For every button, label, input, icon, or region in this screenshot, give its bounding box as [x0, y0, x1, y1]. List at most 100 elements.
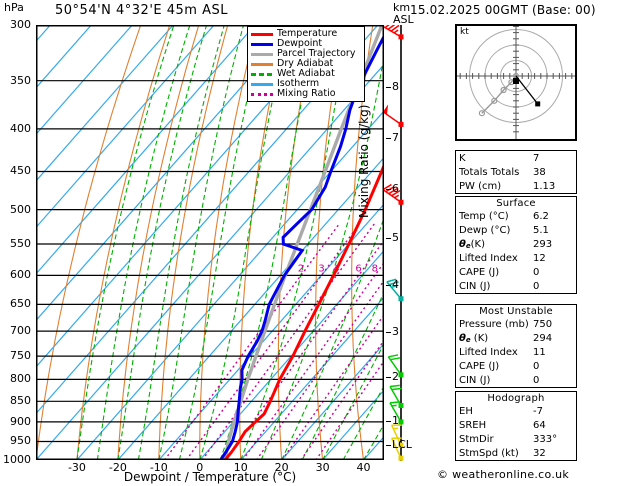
legend-item: Isotherm — [251, 79, 362, 89]
temperature-axis: -30 -20 -10 0 10 20 30 40 — [36, 461, 384, 475]
wind-barb — [389, 401, 404, 425]
data-row: Dewp (°C) 5.1 — [456, 223, 576, 237]
legend-item: Dewpoint — [251, 39, 362, 49]
data-row-key: CIN (J) — [459, 280, 491, 292]
legend-label: Wet Adiabat — [277, 68, 335, 79]
data-row-key: Pressure (mb) — [459, 318, 529, 330]
legend-swatch — [251, 82, 273, 86]
temperature-tick-label: 10 — [233, 461, 248, 474]
data-row: CIN (J) 0 — [456, 373, 576, 387]
height-tick-label: 8 — [392, 79, 399, 93]
data-row-key: CAPE (J) — [459, 266, 500, 278]
legend-swatch — [251, 92, 273, 96]
data-row-value: 0 — [533, 266, 540, 278]
height-axis-unit-asl: ASL — [393, 13, 414, 26]
height-tick — [386, 237, 391, 239]
data-row-key: EH — [459, 405, 473, 417]
height-axis-unit: km — [393, 1, 411, 14]
svg-text:6: 6 — [355, 263, 361, 274]
data-row-value: 0 — [533, 374, 540, 386]
date-title: 15.02.2025 00GMT (Base: 00) — [410, 3, 596, 17]
wind-barb — [384, 104, 404, 127]
data-row: CIN (J) 0 — [456, 279, 576, 293]
height-tick-label: 3 — [392, 324, 399, 338]
temperature-tick-label: 40 — [356, 461, 371, 474]
hodograph-plot — [457, 19, 575, 139]
height-tick-label: 7 — [392, 131, 399, 145]
temperature-tick-label: 30 — [315, 461, 330, 474]
height-tick — [386, 188, 391, 190]
height-tick — [386, 138, 391, 140]
hodograph-panel: kt — [455, 19, 577, 141]
svg-text:3: 3 — [318, 263, 324, 274]
data-row-key: StmSpd (kt) — [459, 447, 519, 459]
temperature-tick-label: -20 — [108, 461, 127, 474]
data-row-value: 38 — [533, 166, 546, 178]
height-tick — [386, 285, 391, 287]
pressure-axis-unit: hPa — [4, 1, 24, 14]
data-row: CAPE (J) 0 — [456, 265, 576, 279]
isobar-lines — [36, 25, 384, 460]
legend: Temperature Dewpoint Parcel Trajectory Dry … — [247, 26, 365, 102]
data-row-key: θe (K) — [459, 332, 489, 344]
hodograph-unit-label: kt — [460, 27, 469, 37]
data-row-value: 294 — [533, 332, 553, 344]
legend-swatch — [251, 52, 273, 56]
data-row-key: Lifted Index — [459, 346, 518, 358]
data-row-value: 750 — [533, 318, 553, 330]
legend-label: Temperature — [277, 28, 338, 39]
data-row: Pressure (mb) 750 — [456, 317, 576, 331]
lcl-tick — [386, 445, 391, 447]
svg-text:8: 8 — [372, 263, 378, 274]
data-row-value: 32 — [533, 447, 546, 459]
height-tick — [386, 331, 391, 333]
pressure-tick-label: 800 — [10, 372, 31, 386]
data-row: Lifted Index 11 — [456, 345, 576, 359]
height-tick — [386, 421, 391, 423]
data-row: SREH 64 — [456, 418, 576, 432]
data-row-key: θe(K) — [459, 238, 485, 250]
data-row-value: 12 — [533, 252, 546, 264]
legend-item: Mixing Ratio — [251, 89, 362, 99]
data-row-value: 333° — [533, 433, 558, 445]
panel-heading: Most Unstable — [479, 306, 553, 317]
legend-label: Dry Adiabat — [277, 58, 334, 69]
pressure-tick-label: 500 — [10, 202, 31, 216]
height-axis: 1 2 3 4 5 6 7 8 LCL — [386, 25, 420, 461]
data-row-key: CIN (J) — [459, 374, 491, 386]
legend-swatch — [251, 72, 273, 76]
panel-heading: Hodograph — [487, 393, 545, 404]
legend-label: Mixing Ratio — [277, 88, 336, 99]
mixing-ratio-axis-label: Mixing Ratio (g/kg) — [357, 104, 371, 218]
x-axis-title: Dewpoint / Temperature (°C) — [123, 470, 297, 484]
height-tick-label: 1 — [392, 414, 399, 428]
most-unstable-panel: Most Unstable Pressure (mb) 750 θe (K) 294 Li… — [455, 304, 577, 388]
data-row: Temp (°C) 6.2 — [456, 209, 576, 223]
pressure-tick-label: 350 — [10, 73, 31, 87]
wind-barb — [384, 25, 404, 40]
data-row-value: 11 — [533, 346, 546, 358]
data-row-key: SREH — [459, 419, 487, 431]
height-tick — [386, 377, 391, 379]
data-row: θe(K) 293 — [456, 237, 576, 251]
dewpoint-curve — [219, 33, 384, 460]
svg-text:2: 2 — [298, 263, 304, 274]
data-row: Lifted Index 12 — [456, 251, 576, 265]
legend-swatch — [251, 32, 273, 36]
lcl-label: LCL — [392, 438, 412, 452]
data-row-value: 0 — [533, 360, 540, 372]
height-tick-label: 4 — [392, 278, 399, 292]
pressure-tick-label: 600 — [10, 268, 31, 282]
wind-barb — [391, 437, 404, 461]
data-row-key: Lifted Index — [459, 252, 518, 264]
data-row-key: Totals Totals — [459, 166, 520, 178]
panel-heading: Surface — [496, 198, 536, 209]
wind-barb — [387, 354, 404, 378]
pressure-tick-label: 900 — [10, 414, 31, 428]
legend-swatch — [251, 42, 273, 46]
data-row: StmDir 333° — [456, 432, 576, 446]
legend-item: Wet Adiabat — [251, 69, 362, 79]
data-row-key: Dewp (°C) — [459, 224, 511, 236]
data-row: EH -7 — [456, 404, 576, 418]
